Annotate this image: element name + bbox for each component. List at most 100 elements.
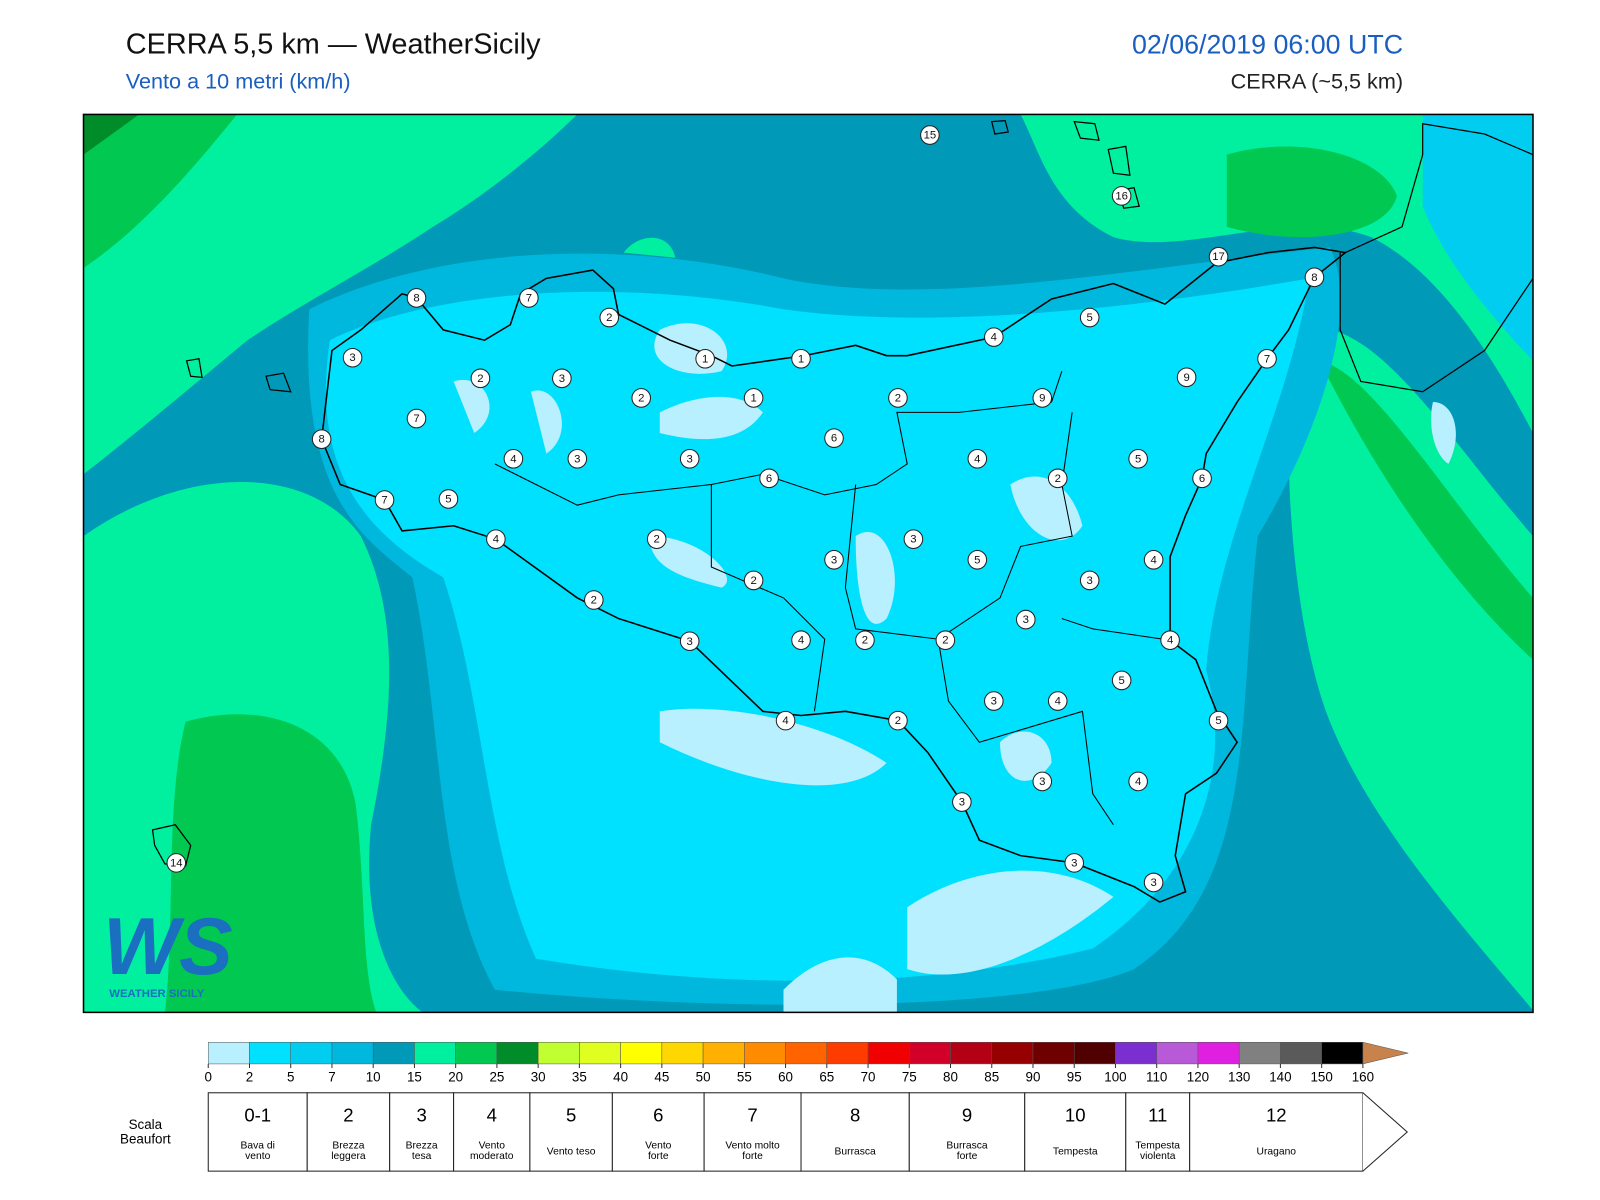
station-value: 4 [1150,554,1156,566]
station: 1 [695,348,715,369]
station-marker [967,549,988,570]
colorbar-tick-label: 70 [861,1069,876,1084]
beaufort-label: Beaufort [120,1131,171,1146]
station-value: 9 [1039,392,1045,404]
station: 7 [1257,348,1277,369]
colorbar-swatch [991,1042,1034,1065]
map-frame [82,113,1534,1014]
wind-area [1226,146,1397,238]
station: 1 [743,388,764,408]
station: 1 [791,348,811,369]
station-value: 2 [477,373,483,385]
station: 8 [311,429,332,449]
station: 2 [888,388,908,408]
station-value: 3 [687,636,693,648]
station-marker [967,448,988,469]
station-value: 17 [1212,251,1225,263]
station-value: 3 [991,696,997,708]
station-value: 4 [798,635,804,647]
colorbar-tick-label: 60 [778,1069,793,1084]
colorbar-tick-label: 50 [696,1069,711,1084]
colorbar: 0 2 5 7 10 15 20 25 30 35 40 45 50 55 60 65 70 75 80 85 90 95… [205,1041,1409,1084]
station-marker [935,630,956,650]
subtitle: Vento a 10 metri (km/h) [126,69,351,94]
station-marker [855,630,875,650]
station-marker [1047,691,1068,711]
colorbar-tick-label: 65 [819,1069,834,1084]
wind-area [623,237,676,258]
station: 9 [1032,388,1053,408]
station-marker [1208,710,1229,731]
station: 3 [903,529,924,549]
colorbar-swatch [331,1042,374,1065]
station: 2 [646,529,667,549]
colorbar-swatch [1115,1042,1157,1065]
station-marker [519,288,539,308]
colorbar-tick-label: 10 [366,1069,381,1084]
station-value: 2 [895,715,901,727]
beaufort-description: Vento teso [547,1147,596,1158]
beaufort-box [908,1092,1026,1172]
colorbar-tick-label: 7 [328,1069,335,1084]
beaufort-description: Tempesta [1135,1140,1180,1151]
station: 3 [552,368,572,389]
station: 9 [1176,367,1197,388]
station-marker [1111,670,1132,691]
station-value: 1 [798,353,804,365]
station-value: 9 [1183,372,1189,384]
station-marker [743,388,764,408]
colorbar-swatch [207,1042,250,1065]
station-value: 4 [1167,635,1173,647]
station-value: 2 [606,312,612,324]
station-value: 2 [862,635,868,647]
station-marker [679,631,700,652]
beaufort-force: 12 [1266,1105,1287,1126]
station: 16 [1111,186,1132,206]
station: 5 [1079,307,1100,328]
colorbar-swatch [1032,1042,1075,1065]
station-marker [1128,771,1148,792]
colorbar-tick-label: 0 [205,1069,212,1084]
station-marker [888,710,908,731]
colorbar-tick-label: 55 [737,1069,752,1084]
station-value: 8 [318,434,324,446]
station-marker [952,792,972,812]
colorbar-tick-label: 110 [1146,1069,1167,1084]
station-value: 3 [687,453,693,465]
station-marker [631,388,652,408]
beaufort-box [529,1092,613,1172]
beaufort-description: forte [742,1151,763,1162]
coastline [1339,122,1533,393]
station-value: 4 [510,453,516,465]
beaufort-box [611,1092,705,1172]
station-value: 4 [493,534,499,546]
beaufort-box [1189,1092,1364,1172]
station: 4 [1160,630,1180,650]
beaufort-description: Vento molto [725,1140,780,1151]
beaufort-force: 7 [747,1105,757,1126]
station-value: 6 [831,433,837,445]
colorbar-swatch [1156,1042,1199,1065]
station: 3 [1143,872,1164,893]
colorbar-swatch [372,1042,415,1065]
station-marker [984,327,1004,347]
station: 4 [1143,549,1164,570]
beaufort-description: Vento [645,1140,672,1151]
station-marker [1143,549,1164,570]
colorbar-swatch [455,1042,498,1065]
colorbar-swatch [249,1042,291,1065]
station-value: 2 [654,534,660,546]
beaufort-box [453,1092,531,1172]
station: 2 [855,630,875,650]
colorbar-swatch [537,1042,580,1065]
station-marker [695,348,715,369]
station-marker [1257,348,1277,369]
station: 3 [679,631,700,652]
beaufort-description: Burrasca [835,1147,876,1158]
station-value: 15 [924,130,937,142]
colorbar-tick-label: 30 [531,1069,546,1084]
station-marker [503,448,524,469]
station: 4 [1128,771,1148,792]
